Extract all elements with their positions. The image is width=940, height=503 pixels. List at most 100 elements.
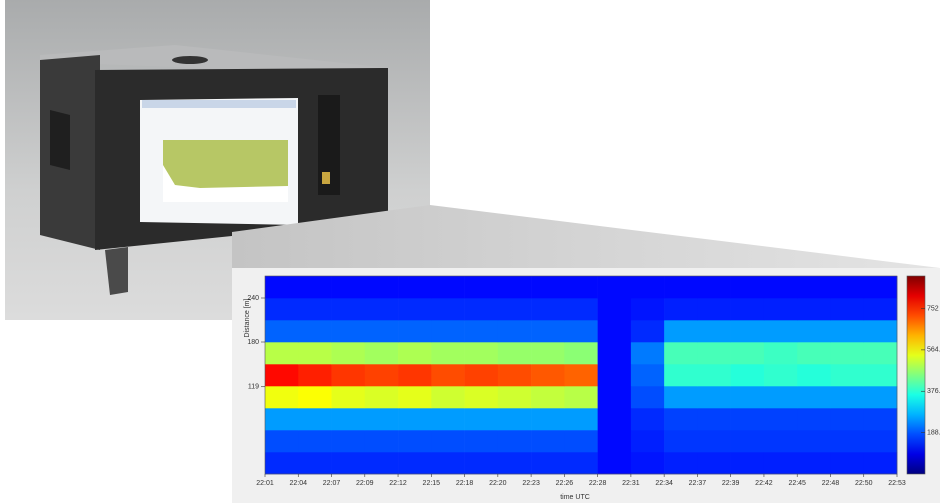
heatmap-cell xyxy=(398,430,432,452)
heatmap-cell xyxy=(498,430,532,452)
heatmap-cell xyxy=(531,298,565,320)
heatmap-cell xyxy=(365,342,399,364)
heatmap-cell xyxy=(498,386,532,408)
heatmap-cell xyxy=(697,430,731,452)
page: {"chart_data": { "type": "heatmap", "xla… xyxy=(0,0,940,503)
heatmap-cell xyxy=(764,320,798,342)
y-axis-label: Distance [m] xyxy=(244,298,251,337)
heatmap-cell xyxy=(631,386,665,408)
heatmap-cell xyxy=(498,276,532,298)
heatmap-cell xyxy=(598,386,632,408)
x-tick-label: 22:31 xyxy=(622,480,640,487)
heatmap-cell xyxy=(531,408,565,430)
heatmap-cell xyxy=(830,320,864,342)
heatmap-cell xyxy=(298,298,332,320)
x-tick-label: 22:28 xyxy=(589,480,607,487)
heatmap-cell xyxy=(764,364,798,386)
heatmap-cell xyxy=(797,364,831,386)
heatmap-cell xyxy=(564,320,598,342)
heatmap-cell xyxy=(564,408,598,430)
heatmap-cell xyxy=(830,298,864,320)
figure: time UTC Distance [m] 188.1376.1564.2752… xyxy=(0,0,940,503)
heatmap-cell xyxy=(631,452,665,474)
heatmap-cell xyxy=(864,298,898,320)
heatmap-cell xyxy=(598,298,632,320)
heatmap-cell xyxy=(265,430,299,452)
heatmap-cell xyxy=(598,452,632,474)
x-tick-label: 22:15 xyxy=(423,480,441,487)
heatmap-cell xyxy=(864,408,898,430)
heatmap-cell xyxy=(830,452,864,474)
heatmap-cell xyxy=(598,320,632,342)
y-tick-label: 180 xyxy=(247,339,259,346)
heatmap-cell xyxy=(498,452,532,474)
heatmap-cell xyxy=(365,452,399,474)
heatmap-cell xyxy=(531,276,565,298)
heatmap-cell xyxy=(664,298,698,320)
heatmap-cell xyxy=(332,342,366,364)
heatmap-cell xyxy=(830,408,864,430)
heatmap-cell xyxy=(864,276,898,298)
heatmap-cell xyxy=(564,452,598,474)
heatmap-cell xyxy=(764,342,798,364)
heatmap-cell xyxy=(431,452,465,474)
heatmap xyxy=(265,276,897,474)
heatmap-cell xyxy=(498,364,532,386)
heatmap-cell xyxy=(697,298,731,320)
heatmap-cell xyxy=(531,364,565,386)
heatmap-cell xyxy=(764,408,798,430)
x-tick-label: 22:07 xyxy=(323,480,341,487)
heatmap-cell xyxy=(465,430,499,452)
heatmap-cell xyxy=(465,364,499,386)
heatmap-cell xyxy=(664,430,698,452)
heatmap-cell xyxy=(764,298,798,320)
heatmap-cell xyxy=(631,430,665,452)
x-tick-label: 22:04 xyxy=(289,480,307,487)
heatmap-cell xyxy=(531,386,565,408)
heatmap-cell xyxy=(531,452,565,474)
heatmap-cell xyxy=(431,386,465,408)
x-tick-label: 22:01 xyxy=(256,480,274,487)
heatmap-cell xyxy=(797,408,831,430)
heatmap-cell xyxy=(731,408,765,430)
heatmap-cell xyxy=(531,342,565,364)
heatmap-cell xyxy=(697,276,731,298)
heatmap-cell xyxy=(298,408,332,430)
heatmap-cell xyxy=(365,364,399,386)
heatmap-cell xyxy=(830,386,864,408)
heatmap-cell xyxy=(398,452,432,474)
heatmap-cell xyxy=(465,408,499,430)
x-tick-label: 22:34 xyxy=(655,480,673,487)
x-tick-label: 22:23 xyxy=(522,480,540,487)
heatmap-cell xyxy=(697,408,731,430)
heatmap-cell xyxy=(697,452,731,474)
heatmap-cell xyxy=(465,298,499,320)
heatmap-cell xyxy=(465,276,499,298)
heatmap-cell xyxy=(830,430,864,452)
colorbar-tick-label: 752 xyxy=(927,305,939,312)
heatmap-cell xyxy=(564,430,598,452)
heatmap-cell xyxy=(731,342,765,364)
heatmap-cell xyxy=(564,342,598,364)
heatmap-cell xyxy=(431,298,465,320)
heatmap-cell xyxy=(332,364,366,386)
heatmap-cell xyxy=(265,408,299,430)
colorbar-tick-label: 188.1 xyxy=(927,429,940,436)
heatmap-cell xyxy=(332,276,366,298)
heatmap-cell xyxy=(365,320,399,342)
y-tick-label: 119 xyxy=(248,384,259,391)
heatmap-cell xyxy=(332,386,366,408)
heatmap-cell xyxy=(365,430,399,452)
heatmap-cell xyxy=(298,276,332,298)
heatmap-cell xyxy=(731,430,765,452)
heatmap-cell xyxy=(265,276,299,298)
heatmap-cell xyxy=(265,320,299,342)
heatmap-cell xyxy=(365,386,399,408)
heatmap-cell xyxy=(431,430,465,452)
heatmap-cell xyxy=(731,320,765,342)
heatmap-cell xyxy=(365,408,399,430)
heatmap-cell xyxy=(398,386,432,408)
heatmap-cell xyxy=(332,430,366,452)
heatmap-cell xyxy=(498,408,532,430)
heatmap-cell xyxy=(398,408,432,430)
